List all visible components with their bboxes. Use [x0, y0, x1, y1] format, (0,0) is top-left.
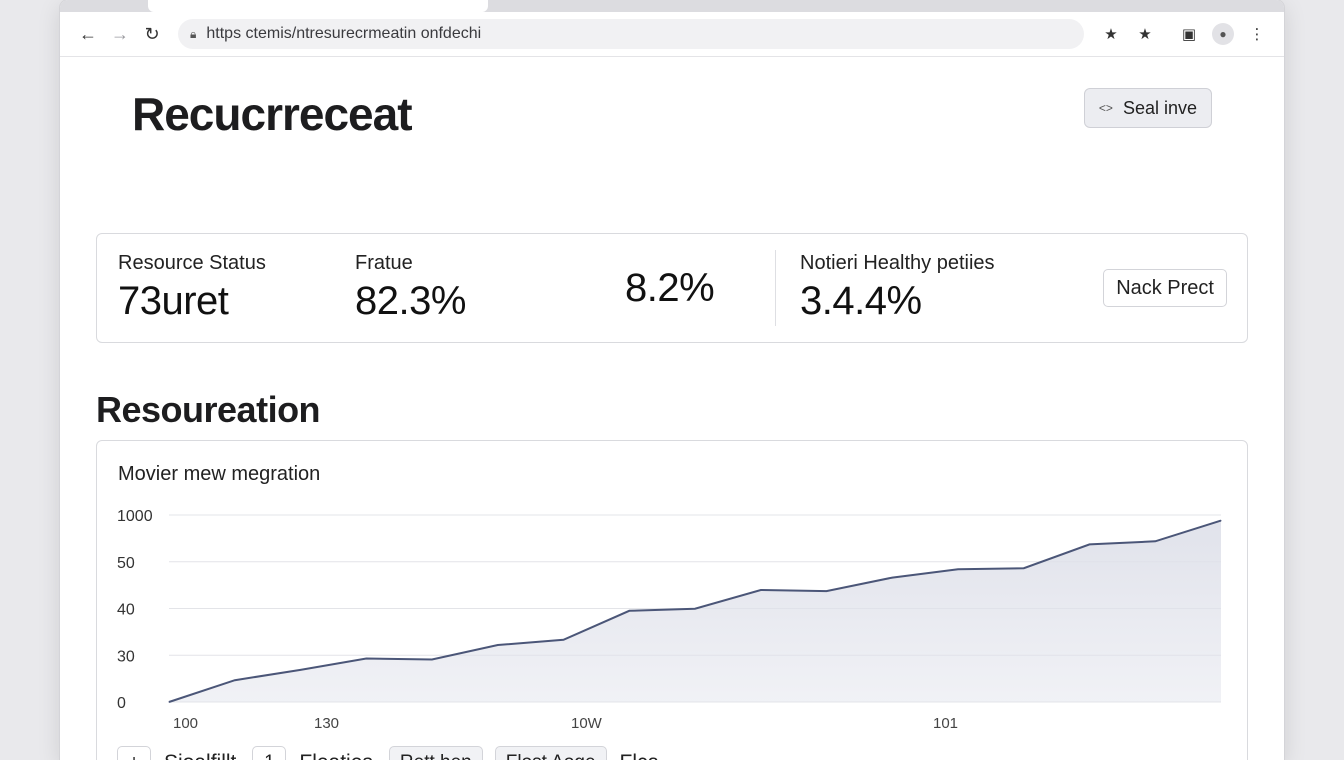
area-chart: 1000 50 40 30 0 100 130 10W 101 [117, 508, 1222, 732]
stat-divider [775, 250, 776, 326]
back-arrow-icon[interactable]: ← [79, 23, 97, 44]
controls-label-3: Flca [620, 751, 660, 760]
url-text: https ctemis/ntresurecrmeatin onfdechi [206, 25, 482, 42]
add-button[interactable]: + [117, 746, 151, 760]
y-tick-label: 1000 [117, 508, 153, 525]
data-point [826, 590, 827, 592]
data-point [694, 608, 696, 610]
data-point [497, 644, 499, 646]
data-point [1220, 520, 1222, 522]
stat-healthy: Notieri Healthy petiies 3.4.4% [800, 252, 995, 324]
active-tab[interactable] [148, 0, 488, 12]
chart-subtitle: Movier mew megration [118, 463, 321, 485]
stat-value: 82.3% [355, 279, 466, 323]
page-content: Recucrreceat <> Seal inve Resource Statu… [60, 57, 1284, 760]
section-title: Resoureation [96, 389, 321, 430]
controls-label-1: Sioalfillt [164, 751, 236, 760]
stat-label: Resource Status [118, 252, 266, 274]
data-point [628, 610, 630, 612]
area-fill [169, 520, 1221, 702]
y-tick-label: 30 [117, 648, 135, 665]
stats-action-button[interactable]: Nack Prect [1103, 269, 1227, 307]
data-point [1089, 543, 1090, 545]
header-action-button[interactable]: <> Seal inve [1083, 88, 1212, 128]
x-tick-label: 100 [173, 715, 198, 732]
y-tick-label: 50 [117, 555, 135, 572]
data-point [431, 658, 433, 660]
rett-hen-button[interactable]: Rett hen [388, 746, 483, 760]
extensions-star-icon[interactable]: ★ [1138, 26, 1152, 43]
stat-percentage: 8.2% [625, 262, 715, 311]
stat-label: Fratue [355, 252, 413, 274]
title-row: Recucrreceat <> Seal inve [96, 57, 1248, 177]
stat-fratue: Fratue 82.3% [355, 252, 466, 324]
reload-icon[interactable]: ↻ [144, 23, 160, 44]
tab-strip [60, 0, 1284, 12]
stat-value: 73uret [118, 279, 229, 323]
stats-card: Resource Status 73uret Fratue 82.3% 8.2%… [96, 233, 1248, 343]
x-tick-label: 130 [314, 715, 339, 732]
browser-window: ← → ↻ 🔒︎ https ctemis/ntresurecrmeatin o… [60, 0, 1284, 760]
menu-icon[interactable]: ⋮ [1249, 26, 1265, 43]
flost-aoge-button[interactable]: Flost Aoge [494, 746, 607, 760]
sidebar-icon[interactable]: ▣ [1181, 26, 1197, 43]
data-point [957, 568, 959, 570]
header-action-label: Seal inve [1122, 97, 1197, 118]
profile-icon: ● [1212, 23, 1234, 45]
x-tick-label: 101 [933, 715, 958, 732]
profile-button[interactable]: ● [1208, 19, 1238, 49]
x-tick-label: 10W [571, 715, 603, 732]
data-point [760, 589, 762, 591]
stat-label: Notieri Healthy petiies [800, 252, 995, 274]
data-point [1154, 540, 1156, 542]
chart-controls: + Sioalfillt 1 Fleaties Rett hen Flost A… [117, 746, 675, 760]
y-tick-label: 0 [117, 695, 126, 712]
chart-card: Movier mew megration 1000 50 40 30 0 100 130 10… [96, 440, 1248, 760]
stat-value: 3.4.4% [800, 279, 922, 323]
address-bar[interactable]: 🔒︎ https ctemis/ntresurecrmeatin onfdech… [178, 19, 1084, 49]
y-tick-label: 40 [117, 602, 135, 619]
page-title: Recucrreceat [132, 88, 413, 140]
star-icon[interactable]: ★ [1104, 26, 1118, 43]
count-input[interactable]: 1 [252, 746, 287, 760]
data-point [365, 657, 367, 659]
data-point [891, 577, 893, 579]
stat-resource-status: Resource Status 73uret [118, 252, 266, 324]
data-point [563, 639, 564, 641]
forward-arrow-icon[interactable]: → [111, 23, 129, 44]
lock-icon: 🔒︎ [190, 26, 197, 41]
code-icon: <> [1098, 101, 1113, 115]
browser-toolbar: ← → ↻ 🔒︎ https ctemis/ntresurecrmeatin o… [60, 12, 1284, 57]
data-point [300, 669, 301, 671]
controls-label-2: Fleaties [299, 751, 373, 760]
data-point [1023, 567, 1025, 569]
data-point [234, 679, 236, 681]
stat-value: 8.2% [625, 266, 715, 310]
data-point [168, 701, 170, 703]
